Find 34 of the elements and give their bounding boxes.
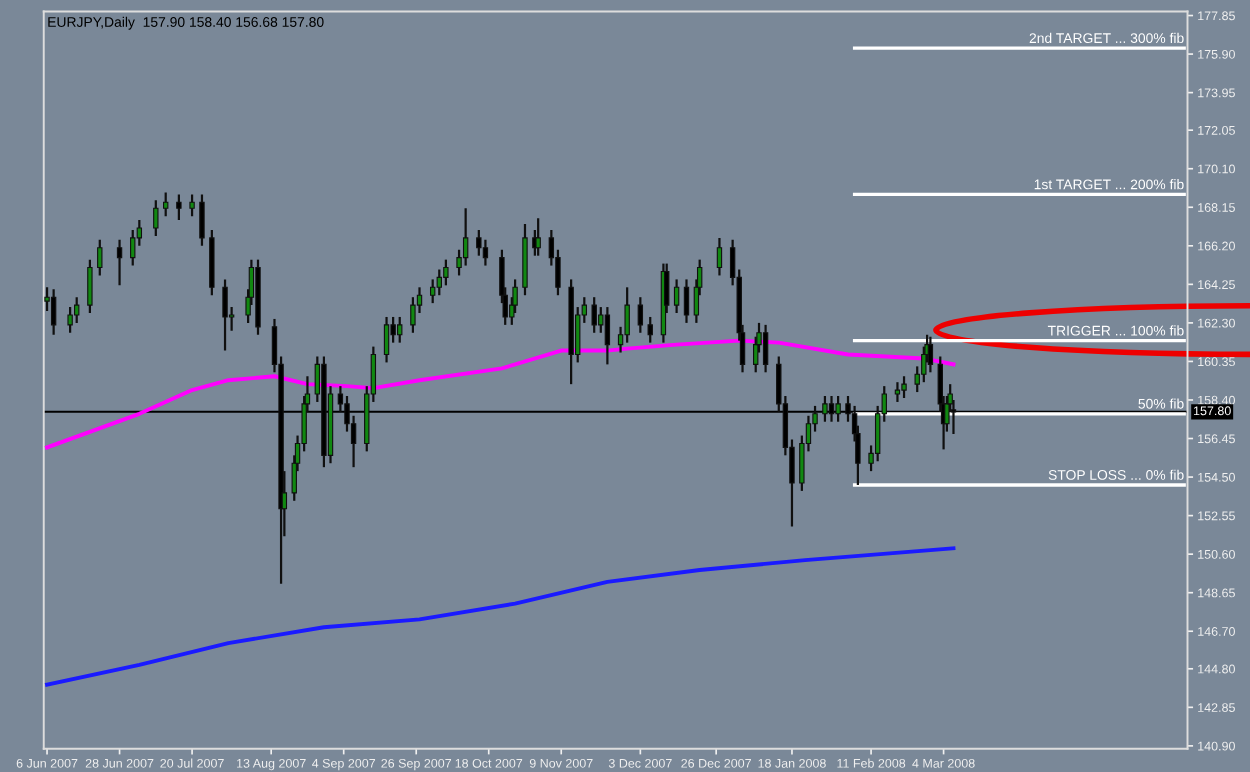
candlestick bbox=[637, 296, 644, 334]
candlestick bbox=[397, 315, 403, 344]
candlestick bbox=[50, 288, 57, 336]
candlestick bbox=[591, 296, 597, 334]
candlestick bbox=[222, 278, 228, 352]
candlestick bbox=[67, 305, 73, 334]
candlestick bbox=[176, 193, 182, 222]
candlestick bbox=[189, 193, 195, 218]
candlestick bbox=[927, 335, 934, 374]
candlestick bbox=[482, 238, 489, 267]
candlestick bbox=[716, 236, 723, 277]
candlestick bbox=[462, 207, 469, 267]
candlestick bbox=[199, 193, 205, 247]
candlestick bbox=[383, 315, 390, 364]
candlestick bbox=[429, 278, 436, 305]
candlestick bbox=[535, 217, 541, 257]
candlestick bbox=[673, 278, 680, 315]
line-series bbox=[45, 546, 956, 687]
candlestick bbox=[443, 258, 449, 287]
candlestick bbox=[153, 199, 159, 238]
candlestick bbox=[894, 381, 901, 404]
candlestick bbox=[87, 258, 93, 315]
candlestick bbox=[116, 238, 123, 287]
candlestick bbox=[604, 305, 611, 366]
candlestick bbox=[647, 315, 653, 344]
candlestick bbox=[130, 228, 136, 267]
candlestick bbox=[436, 268, 442, 297]
candlestick bbox=[822, 394, 828, 423]
candlestick bbox=[835, 394, 841, 423]
candlestick bbox=[683, 278, 690, 324]
candlestick bbox=[762, 323, 769, 374]
candlestick bbox=[901, 375, 907, 400]
candlestick bbox=[163, 191, 169, 218]
candlestick bbox=[97, 238, 103, 277]
